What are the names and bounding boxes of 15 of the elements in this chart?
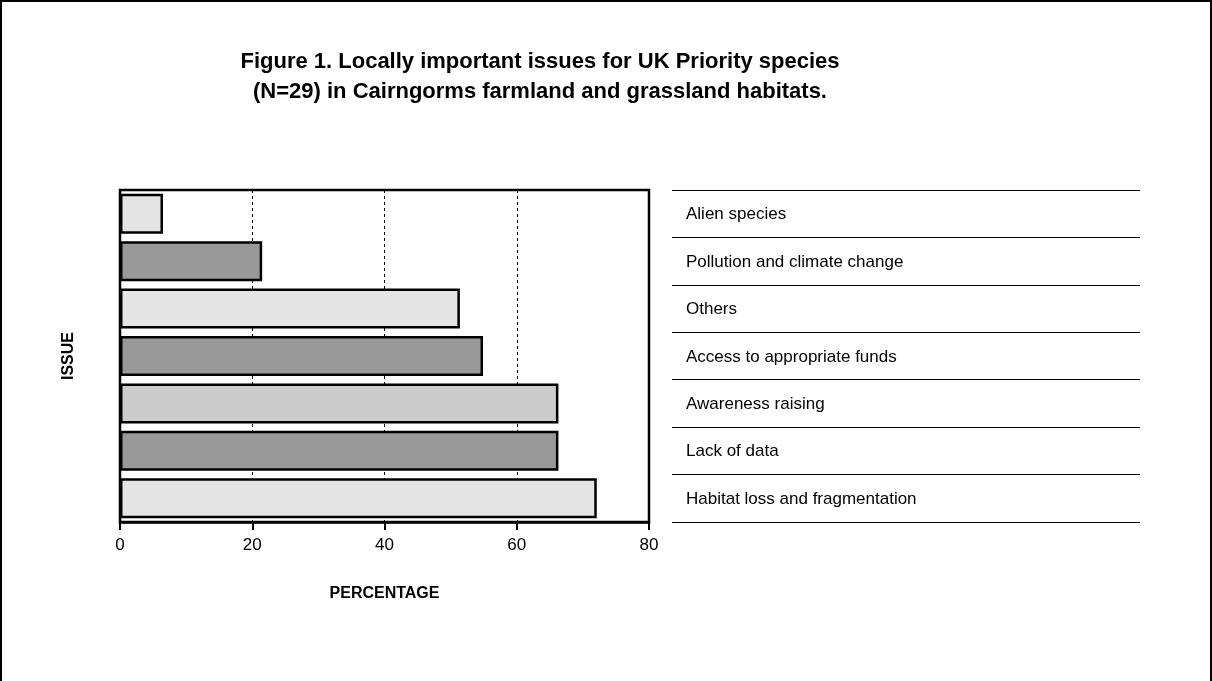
y-tick-label: Access to appropriate funds — [686, 346, 897, 366]
chart-title: Figure 1. Locally important issues for UK Priority species (N=29) in Cairngorms farmland and grassland habitats. — [240, 47, 840, 103]
x-tick-label: 60 — [507, 535, 527, 554]
y-tick-label: Pollution and climate change — [686, 251, 904, 271]
y-tick-label: Awareness raising — [686, 393, 825, 413]
y-tick-label: Others — [686, 299, 738, 319]
y-axis-title: ISSUE — [58, 331, 76, 381]
y-tick-label: Lack of data — [686, 441, 780, 461]
x-tick-label: 0 — [115, 535, 125, 554]
x-tick-label: 20 — [242, 535, 262, 554]
x-tick-label: 40 — [375, 535, 394, 554]
x-axis-title: PERCENTAGE — [329, 583, 440, 601]
y-tick-label: Habitat loss and fragmentation — [686, 488, 917, 508]
x-tick-label: 80 — [639, 535, 659, 554]
y-tick-label: Alien species — [686, 204, 787, 224]
